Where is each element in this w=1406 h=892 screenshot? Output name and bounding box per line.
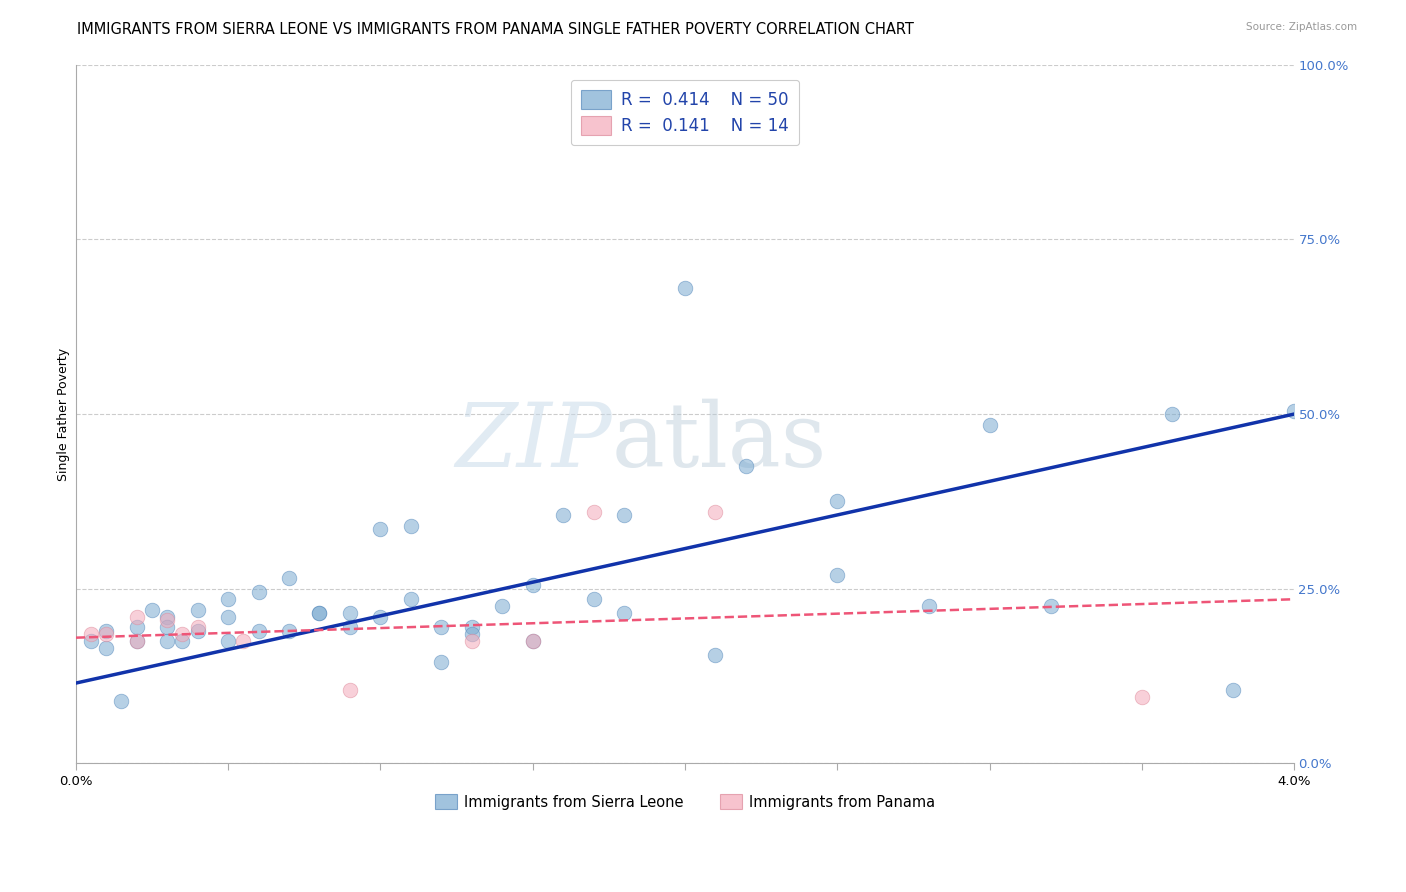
Point bbox=[1161, 407, 1184, 421]
Point bbox=[125, 634, 148, 648]
Point bbox=[96, 624, 118, 638]
Point bbox=[172, 634, 194, 648]
Point bbox=[522, 634, 544, 648]
Point bbox=[217, 592, 239, 607]
Point bbox=[96, 641, 118, 656]
Point bbox=[979, 417, 1001, 432]
Point bbox=[156, 609, 179, 624]
Point bbox=[217, 609, 239, 624]
Point bbox=[704, 505, 727, 519]
Point bbox=[187, 624, 209, 638]
Point bbox=[308, 606, 330, 620]
Point bbox=[172, 627, 194, 641]
Point bbox=[918, 599, 941, 614]
Point bbox=[827, 567, 849, 582]
Point bbox=[522, 634, 544, 648]
Text: atlas: atlas bbox=[612, 399, 827, 485]
Point bbox=[217, 634, 239, 648]
Point bbox=[125, 620, 148, 634]
Text: ZIP: ZIP bbox=[456, 399, 612, 485]
Text: Source: ZipAtlas.com: Source: ZipAtlas.com bbox=[1246, 22, 1357, 32]
Point bbox=[461, 634, 484, 648]
Point bbox=[370, 522, 392, 536]
Point bbox=[613, 508, 636, 523]
Point bbox=[125, 634, 148, 648]
Point bbox=[1130, 690, 1153, 704]
Point bbox=[247, 624, 270, 638]
Y-axis label: Single Father Poverty: Single Father Poverty bbox=[58, 348, 70, 481]
Legend: Immigrants from Sierra Leone, Immigrants from Panama: Immigrants from Sierra Leone, Immigrants… bbox=[429, 789, 941, 815]
Point bbox=[461, 627, 484, 641]
Point bbox=[96, 627, 118, 641]
Point bbox=[278, 571, 301, 585]
Point bbox=[704, 648, 727, 662]
Point bbox=[125, 609, 148, 624]
Point bbox=[613, 606, 636, 620]
Point bbox=[80, 627, 103, 641]
Point bbox=[232, 634, 254, 648]
Point bbox=[80, 634, 103, 648]
Point bbox=[187, 620, 209, 634]
Point bbox=[582, 505, 605, 519]
Point bbox=[430, 620, 453, 634]
Point bbox=[399, 519, 422, 533]
Point bbox=[278, 624, 301, 638]
Point bbox=[308, 606, 330, 620]
Point bbox=[491, 599, 513, 614]
Point bbox=[1039, 599, 1062, 614]
Point bbox=[156, 620, 179, 634]
Text: IMMIGRANTS FROM SIERRA LEONE VS IMMIGRANTS FROM PANAMA SINGLE FATHER POVERTY COR: IMMIGRANTS FROM SIERRA LEONE VS IMMIGRAN… bbox=[77, 22, 914, 37]
Point bbox=[156, 613, 179, 627]
Point bbox=[339, 620, 361, 634]
Point bbox=[1222, 683, 1244, 698]
Point bbox=[673, 281, 696, 295]
Point bbox=[430, 655, 453, 669]
Point bbox=[156, 634, 179, 648]
Point bbox=[522, 578, 544, 592]
Point bbox=[247, 585, 270, 599]
Point bbox=[735, 459, 758, 474]
Point bbox=[339, 606, 361, 620]
Point bbox=[110, 693, 132, 707]
Point bbox=[370, 609, 392, 624]
Point bbox=[141, 603, 163, 617]
Point bbox=[399, 592, 422, 607]
Point bbox=[339, 683, 361, 698]
Point bbox=[827, 494, 849, 508]
Point bbox=[187, 603, 209, 617]
Point bbox=[582, 592, 605, 607]
Point bbox=[1284, 403, 1306, 417]
Point bbox=[461, 620, 484, 634]
Point bbox=[553, 508, 575, 523]
